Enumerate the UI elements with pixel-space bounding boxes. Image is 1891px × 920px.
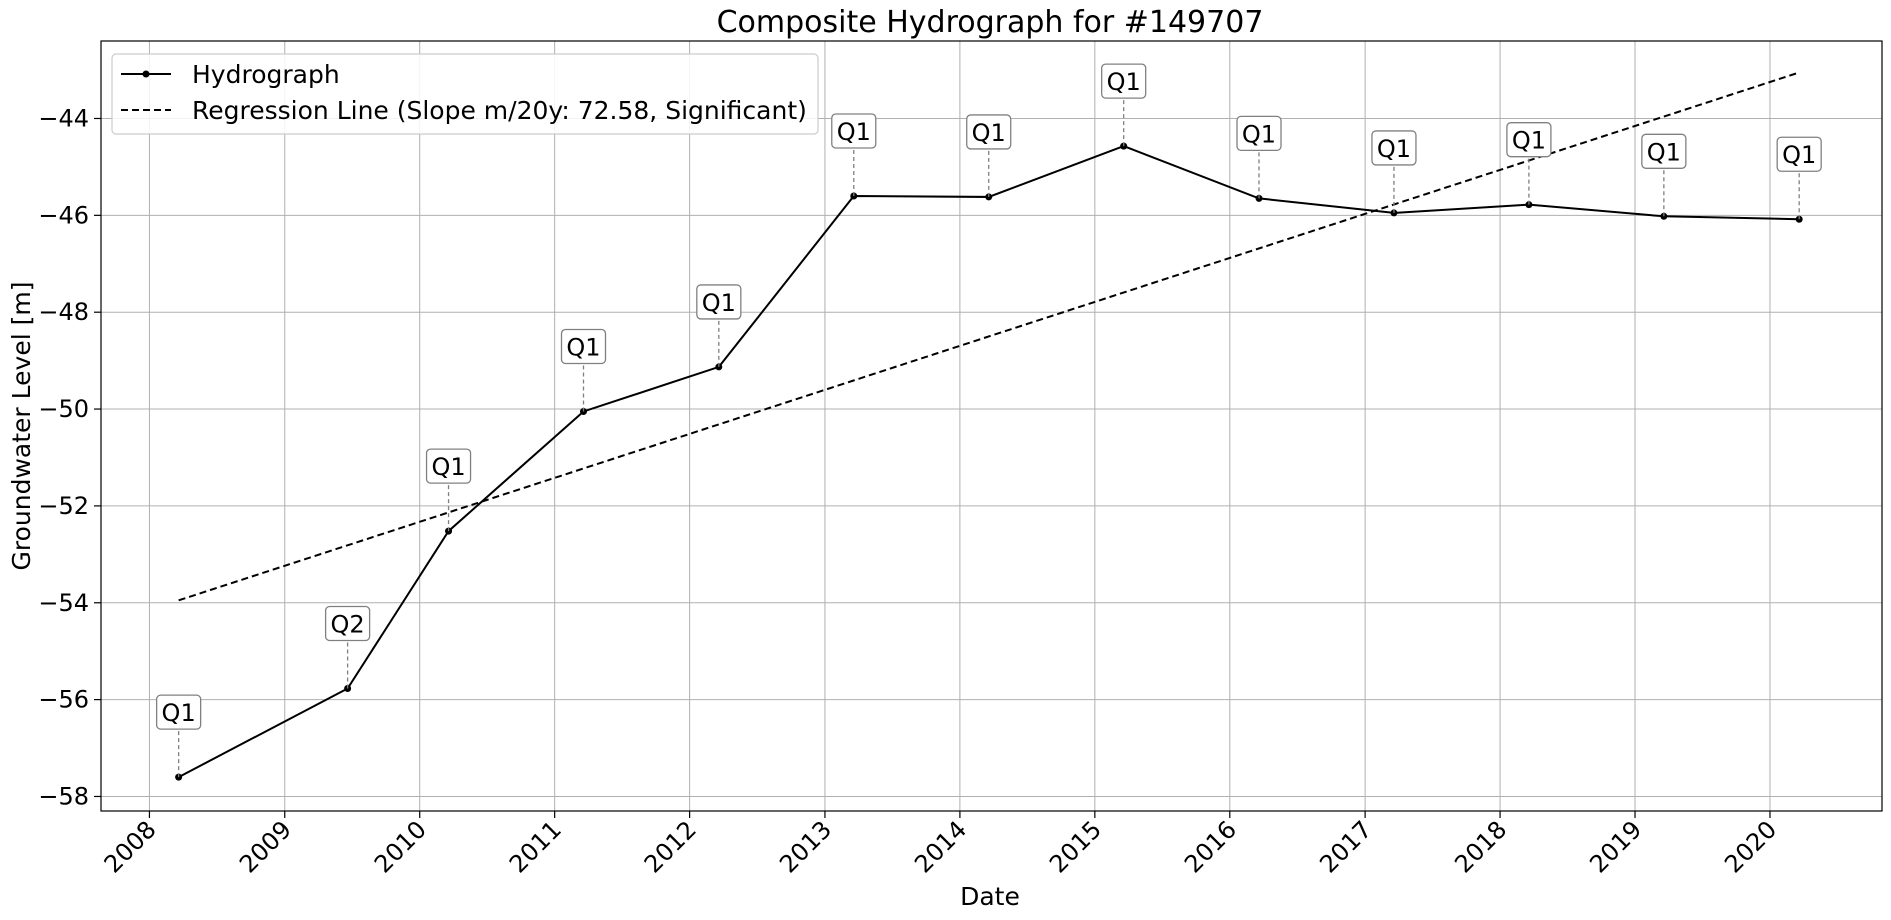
- quality-label: Q1: [1242, 120, 1276, 148]
- quality-label-box: [1506, 122, 1552, 158]
- quality-label: Q1: [702, 289, 736, 317]
- x-axis-label: Date: [960, 882, 1020, 911]
- x-tick-label: 2016: [1179, 815, 1242, 878]
- x-tick-label: 2018: [1449, 815, 1512, 878]
- x-tick-label: 2012: [639, 815, 702, 878]
- x-tick-label: 2019: [1584, 815, 1647, 878]
- quality-label-box: [831, 113, 877, 149]
- hydrograph-line: [178, 145, 1800, 778]
- quality-label-box: [1641, 133, 1687, 169]
- legend-regression-label: Regression Line (Slope m/20y: 72.58, Sig…: [192, 96, 807, 125]
- plot-frame: [100, 40, 1883, 812]
- y-tick-label: −58: [38, 782, 89, 810]
- quality-label-box: [560, 328, 607, 365]
- quality-label-box: [1371, 130, 1417, 166]
- quality-label-box: [155, 694, 202, 730]
- y-tick-label: −52: [38, 492, 89, 520]
- quality-label-box: [966, 114, 1012, 150]
- y-axis-ticks: −58 −56 −54 −52 −50 −48 −46 −44: [38, 104, 101, 810]
- y-axis-label: Groundwater Level [m]: [7, 282, 36, 571]
- quality-label-box: [1101, 63, 1147, 99]
- x-tick-label: 2009: [234, 815, 297, 878]
- quality-label: Q1: [431, 453, 465, 481]
- y-tick-label: −48: [38, 298, 89, 326]
- quality-label: Q1: [1377, 135, 1411, 163]
- x-axis-ticks: 2008 2009 2010 2011 2012 2013 2014 2015 2016 2017…: [99, 811, 1782, 878]
- legend-hydrograph-marker: [142, 70, 150, 78]
- quality-label-box: [425, 448, 472, 484]
- x-tick-label: 2010: [369, 815, 432, 878]
- quality-label-box: [696, 284, 742, 320]
- quality-label: Q2: [331, 610, 365, 638]
- quality-label: Q1: [1647, 138, 1681, 166]
- y-tick-label: −44: [38, 104, 89, 132]
- quality-label-box: [1776, 136, 1822, 172]
- quality-label: Q1: [837, 118, 871, 146]
- quality-label-box: [324, 605, 371, 642]
- y-tick-label: −46: [38, 201, 89, 229]
- quality-labels-layer: Q1 Q2 Q1 Q1 Q1 Q1 Q1 Q1 Q1 Q1 Q1 Q1 Q1: [155, 63, 1822, 778]
- legend-hydrograph-label: Hydrograph: [192, 60, 340, 89]
- y-tick-label: −54: [38, 589, 89, 617]
- quality-label-box: [1236, 115, 1282, 152]
- x-tick-label: 2017: [1314, 815, 1377, 878]
- y-tick-label: −50: [38, 395, 89, 423]
- x-tick-label: 2011: [504, 815, 567, 878]
- quality-label: Q1: [162, 699, 196, 727]
- quality-label: Q1: [972, 119, 1006, 147]
- y-tick-label: −56: [38, 686, 89, 714]
- x-tick-label: 2008: [99, 815, 162, 878]
- x-tick-label: 2015: [1044, 815, 1107, 878]
- grid-lines: [101, 41, 1882, 811]
- quality-label: Q1: [1782, 141, 1816, 169]
- chart-title: Composite Hydrograph for #149707: [717, 5, 1264, 40]
- quality-label: Q1: [566, 333, 600, 361]
- x-tick-label: 2013: [774, 815, 837, 878]
- quality-label: Q1: [1512, 127, 1546, 155]
- x-tick-label: 2014: [909, 815, 972, 878]
- x-tick-label: 2020: [1719, 815, 1782, 878]
- quality-label: Q1: [1107, 68, 1141, 96]
- legend-box: [111, 53, 819, 135]
- legend: Hydrograph Regression Line (Slope m/20y:…: [111, 53, 819, 135]
